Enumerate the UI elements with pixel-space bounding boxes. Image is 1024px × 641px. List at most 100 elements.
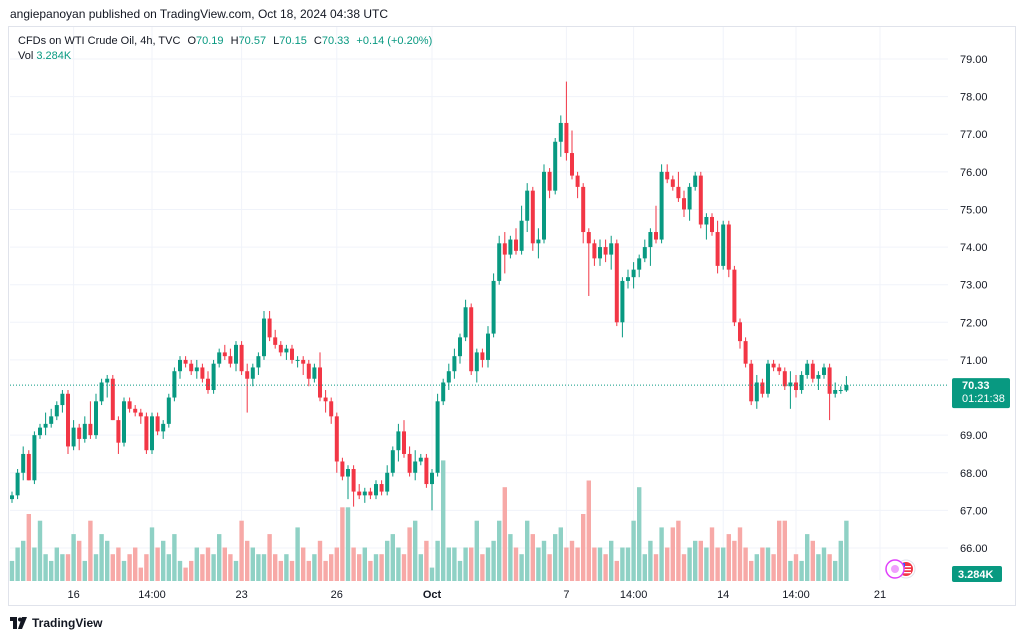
candle — [413, 450, 418, 481]
volume-bar — [609, 540, 614, 581]
candle — [402, 420, 406, 458]
candle-body — [514, 239, 518, 251]
volume-bar — [452, 547, 457, 581]
legend-ohlc-row: CFDs on WTI Crude Oil, 4h, TVC O70.19 H7… — [18, 34, 432, 49]
candle-body — [676, 186, 681, 199]
volume-bar — [625, 547, 631, 581]
candle-body — [105, 378, 110, 383]
volume-bar — [525, 520, 530, 581]
event-marker-icon[interactable] — [885, 559, 905, 579]
candle — [144, 412, 149, 454]
volume-bar — [715, 547, 720, 581]
volume-bar — [530, 534, 535, 581]
volume-bar — [295, 527, 300, 581]
candle — [771, 359, 776, 372]
candle-body — [250, 367, 255, 379]
time-axis[interactable]: 16 14:00 23 26 Oct 7 14:00 14 14:00 21 — [67, 589, 886, 601]
candle-body — [82, 423, 87, 439]
legend-open-value: 70.19 — [196, 35, 224, 47]
candle-body — [458, 337, 462, 357]
volume-bar — [446, 547, 451, 581]
candle — [581, 183, 586, 244]
candle-body — [32, 435, 37, 481]
volume-bar — [362, 547, 367, 581]
legend-low-value: 70.15 — [279, 35, 307, 47]
candle-body — [710, 216, 714, 233]
candle — [698, 171, 703, 229]
candle — [441, 378, 446, 406]
candle — [323, 390, 328, 413]
volume-bar — [401, 554, 407, 581]
volume-bar — [155, 547, 160, 581]
candle-body — [665, 171, 670, 180]
candle-body — [228, 356, 233, 364]
candle-body — [598, 247, 602, 259]
candle — [15, 469, 20, 500]
candle-body — [525, 190, 530, 221]
volume-bar — [541, 540, 547, 581]
candle — [469, 303, 474, 375]
volume-bar — [54, 547, 59, 581]
volume-bar — [653, 554, 659, 581]
candle-body — [318, 367, 322, 398]
candle-body — [239, 344, 244, 372]
volume-bar — [105, 540, 110, 581]
candle — [273, 329, 278, 349]
candle-body — [385, 472, 390, 492]
candle-body — [480, 352, 485, 360]
volume-bar — [469, 547, 474, 581]
candle — [116, 416, 121, 454]
candle-body — [564, 122, 569, 154]
candle — [88, 401, 93, 439]
candle — [743, 337, 748, 368]
volume-bar — [771, 554, 776, 581]
candle — [94, 393, 98, 439]
volume-bar — [9, 560, 15, 581]
candle — [362, 487, 367, 503]
candle-body — [542, 171, 546, 240]
candle-body — [446, 371, 451, 383]
volume-bar — [709, 527, 715, 581]
candle — [340, 457, 345, 481]
candle-body — [166, 397, 171, 424]
candle-body — [732, 269, 737, 323]
legend-low-label: L — [273, 35, 280, 47]
candle-body — [351, 469, 356, 492]
candle-body — [766, 363, 770, 394]
volume-bar — [833, 560, 838, 581]
candle-body — [553, 141, 558, 191]
volume-bar — [177, 560, 183, 581]
candle — [306, 359, 311, 387]
volume-bar — [222, 547, 227, 581]
candle-body — [144, 416, 149, 451]
legend-high-label: H — [230, 35, 239, 47]
candle — [110, 374, 115, 421]
candle — [564, 81, 569, 161]
candle-body — [581, 186, 586, 233]
volume-bar — [777, 520, 782, 581]
volume-bar — [127, 554, 132, 581]
tradingview-logo[interactable]: TradingView — [10, 616, 102, 630]
candle — [234, 341, 238, 372]
volume-bar — [558, 527, 563, 581]
legend-symbol[interactable]: CFDs on WTI Crude Oil, 4h, TVC — [18, 35, 181, 47]
volume-bar — [732, 540, 737, 581]
candle-body — [558, 122, 563, 142]
price-axis[interactable]: 79.00 78.00 77.00 76.00 75.00 74.00 73.00 72.00… — [960, 54, 988, 555]
candle — [71, 420, 76, 451]
candle-body — [407, 453, 412, 473]
candle-body — [715, 232, 720, 266]
candle-body — [760, 382, 765, 394]
volume-bar — [233, 560, 239, 581]
legend-change: +0.14 (+0.20%) — [356, 35, 433, 47]
volume-bar — [284, 554, 289, 581]
candle — [586, 228, 591, 296]
candle-body — [682, 198, 686, 210]
candle — [665, 164, 670, 184]
volume-bar — [648, 540, 653, 581]
volume-bar — [161, 540, 166, 581]
legend-vol-label[interactable]: Vol — [18, 50, 34, 62]
candle — [777, 363, 782, 375]
candle-body — [452, 356, 457, 372]
